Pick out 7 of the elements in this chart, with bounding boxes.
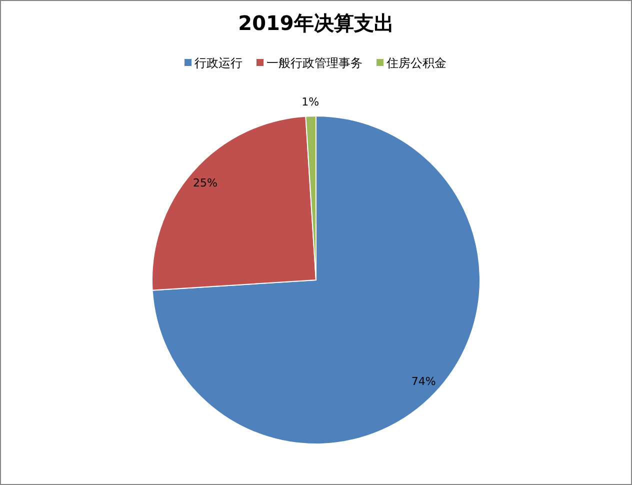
data-label: 74% (411, 375, 436, 388)
legend-label: 住房公积金 (386, 56, 446, 70)
data-label: 25% (193, 176, 218, 190)
chart-title: 2019年决算支出 (238, 11, 394, 35)
legend-label: 行政运行 (194, 56, 242, 70)
legend-label: 一般行政管理事务 (266, 56, 362, 70)
data-label: 1% (302, 95, 320, 108)
